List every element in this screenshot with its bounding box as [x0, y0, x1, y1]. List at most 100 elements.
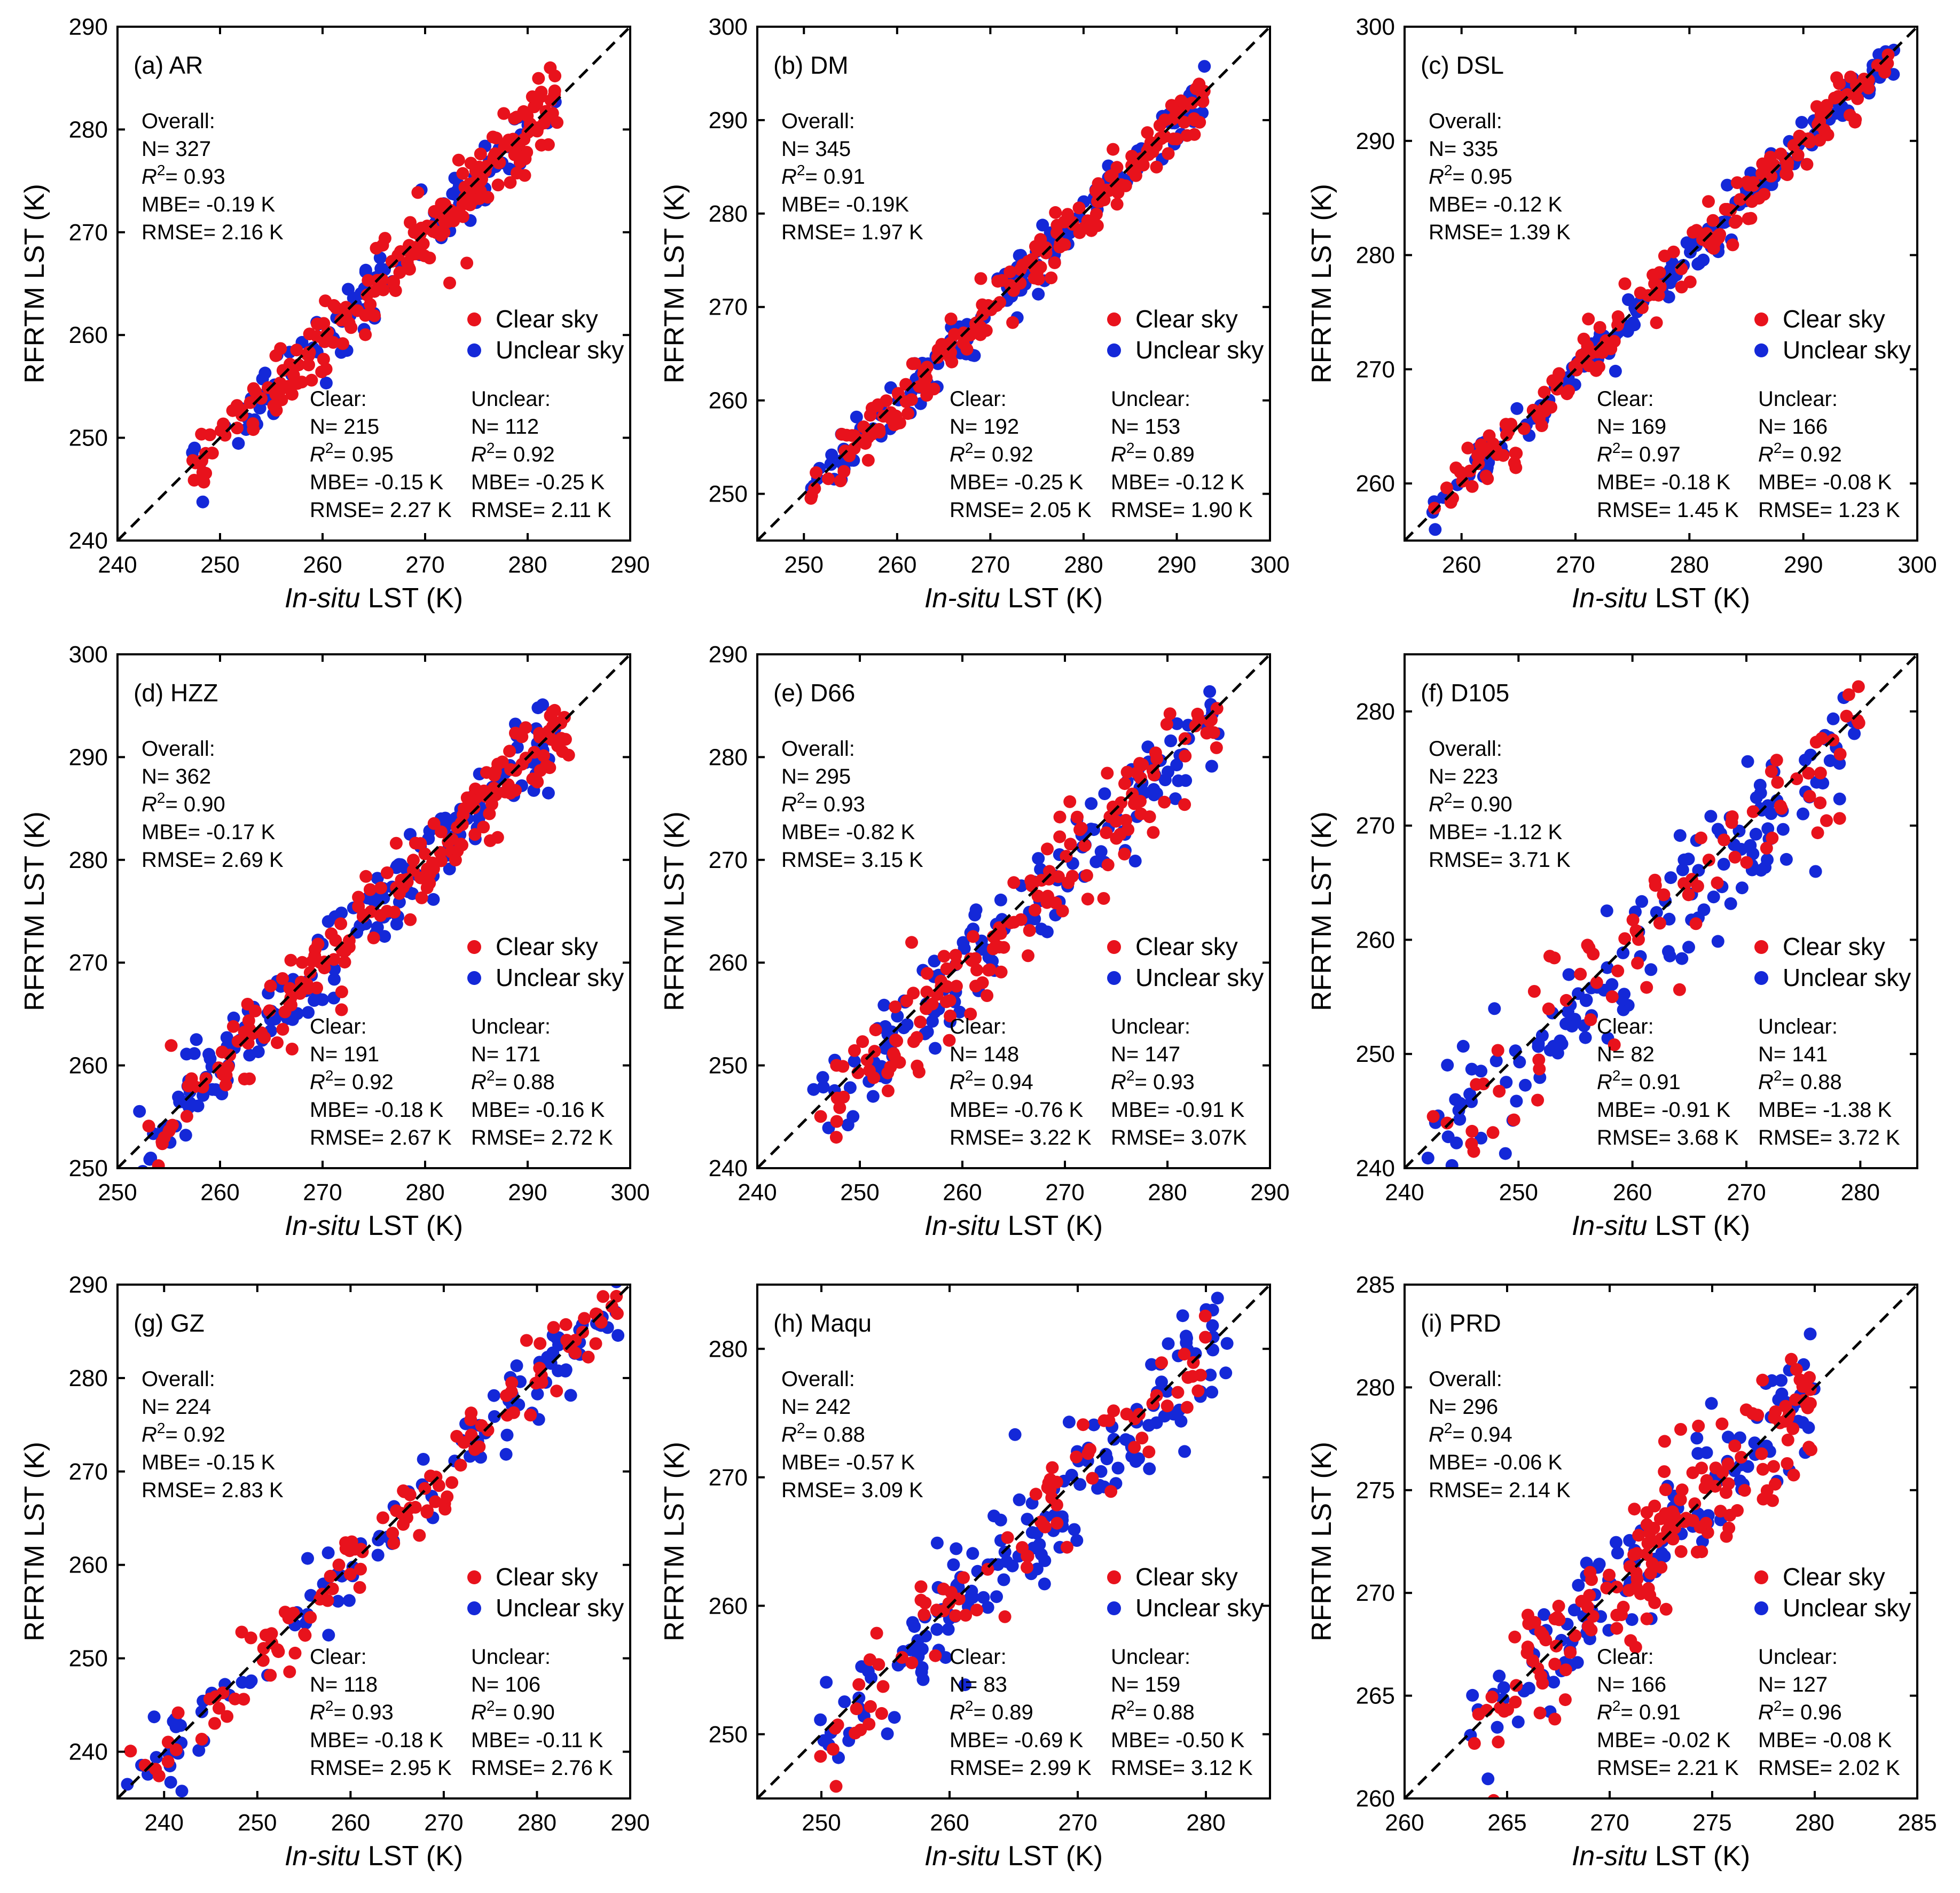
clear-point [124, 1745, 137, 1758]
clear-point [1811, 826, 1824, 840]
unclear-point [1466, 1688, 1479, 1702]
clear-point [1746, 1407, 1759, 1420]
clear-point [873, 426, 886, 439]
clear-point [1461, 441, 1475, 455]
y-tick-label: 260 [709, 950, 748, 976]
clear-point [454, 1459, 467, 1472]
clear-point [1155, 132, 1168, 145]
x-tick-label: 280 [1795, 1810, 1834, 1836]
r2-value: = 0.95 [333, 443, 393, 466]
clear-point [826, 1742, 840, 1756]
clear-point [1532, 1053, 1546, 1067]
clear-point [171, 1706, 185, 1719]
x-tick-label: 290 [1250, 1179, 1289, 1206]
clear-point [1644, 1567, 1657, 1580]
unclear-point [900, 1018, 914, 1031]
x-tick-label: 260 [331, 1810, 370, 1836]
x-tick-label: 265 [1487, 1810, 1526, 1836]
clear-point [481, 1423, 495, 1437]
unclear-point [1164, 734, 1178, 747]
unclear-point [1635, 895, 1649, 908]
clear-point [532, 72, 545, 85]
unclear-point [848, 1054, 861, 1068]
unclear-point [1848, 727, 1861, 740]
unclear-point [1644, 963, 1658, 976]
clear-point [1582, 312, 1595, 326]
stats-r2: R2= 0.91 [1597, 1698, 1681, 1724]
stats-rmse: RMSE= 2.83 K [142, 1479, 284, 1502]
clear-point [836, 1060, 850, 1073]
clear-point [389, 836, 403, 850]
clear-point [982, 964, 995, 977]
stats-r2: R2= 0.90 [1429, 789, 1512, 816]
r2-value: = 0.89 [973, 1701, 1033, 1724]
clear-point [914, 1593, 928, 1607]
clear-point [308, 949, 322, 963]
clear-point [1695, 831, 1707, 844]
clear-point [1833, 77, 1846, 90]
unclear-point [1094, 845, 1108, 858]
clear-point [445, 1476, 459, 1489]
clear-point [1735, 1451, 1748, 1464]
clear-point [196, 1081, 209, 1094]
clear-point [418, 847, 432, 861]
r2-value: = 0.92 [165, 1423, 225, 1446]
unclear-point [1797, 807, 1809, 820]
clear-point [837, 465, 851, 478]
plot-frame [1404, 653, 1918, 1169]
stats-mbe: MBE= -0.15 K [142, 1451, 275, 1474]
stats-n: N= 166 [1758, 415, 1828, 439]
unclear-point [564, 1389, 577, 1402]
clear-point [1040, 896, 1054, 909]
unclear-point [1676, 863, 1689, 877]
r2-value: = 0.97 [1620, 443, 1680, 466]
stats-n: N= 147 [1111, 1043, 1180, 1066]
clear-point [242, 1014, 255, 1027]
clear-point [589, 1337, 602, 1350]
clear-point [859, 437, 872, 450]
clear-point [830, 1115, 843, 1128]
r2-value: = 0.88 [495, 1070, 554, 1094]
unclear-point [950, 1542, 963, 1555]
clear-point [994, 927, 1007, 940]
clear-point [994, 965, 1008, 979]
clear-point [1039, 241, 1053, 254]
clear-point [271, 1036, 284, 1050]
clear-point [524, 1409, 537, 1422]
clear-point [505, 1376, 519, 1389]
clear-point [605, 1300, 618, 1313]
clear-point [387, 275, 401, 288]
unclear-point [1220, 1337, 1234, 1350]
clear-point [364, 298, 377, 311]
unclear-point [1453, 1113, 1467, 1126]
unclear-point [1833, 792, 1846, 805]
clear-point [1053, 830, 1067, 843]
legend-clear-marker [1754, 940, 1768, 954]
x-tick-label: 270 [971, 552, 1010, 578]
x-tick-label: 300 [610, 1179, 649, 1206]
stats-title: Clear: [950, 387, 1007, 411]
x-tick-label: 280 [1186, 1810, 1225, 1836]
stats-mbe: MBE= -0.08 K [1758, 471, 1892, 494]
clear-point [1742, 212, 1755, 225]
legend-unclear-label: Unclear sky [1135, 1594, 1264, 1622]
panel-label: (d) HZZ [134, 679, 218, 707]
x-tick-label: 260 [1442, 552, 1481, 578]
clear-point [213, 1702, 225, 1715]
x-tick-label: 270 [1045, 1179, 1084, 1206]
clear-point [1527, 985, 1541, 998]
unclear-point [1030, 1562, 1044, 1576]
clear-point [1603, 1568, 1616, 1582]
legend-clear-label: Clear sky [1783, 305, 1885, 333]
clear-point [856, 1035, 869, 1049]
data-points [814, 1292, 1234, 1793]
clear-point [1582, 1620, 1595, 1633]
clear-point [1593, 321, 1606, 334]
unclear-point [1032, 852, 1045, 865]
unclear-point [488, 1410, 501, 1423]
clear-point [411, 186, 425, 199]
clear-point [1622, 1584, 1636, 1597]
clear-point [906, 357, 919, 370]
legend-clear-label: Clear sky [1135, 933, 1238, 960]
x-axis-label-italic: In-situ [1572, 1841, 1648, 1872]
